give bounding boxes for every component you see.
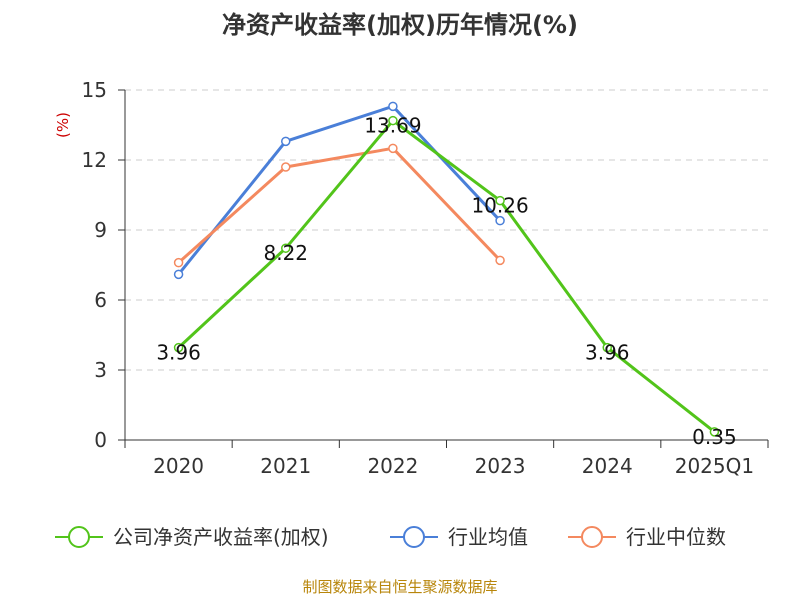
data-point	[709, 427, 720, 437]
legend-marker	[581, 526, 603, 548]
legend-marker	[68, 526, 90, 548]
data-label: 10.26	[471, 194, 528, 218]
data-point	[281, 136, 291, 147]
y-tick-label: 15	[82, 78, 107, 102]
data-point	[388, 115, 398, 126]
x-tick-label: 2025Q1	[675, 454, 754, 478]
data-point	[602, 342, 612, 353]
data-label: 0.35	[692, 425, 737, 449]
legend-item: 行业中位数	[568, 525, 726, 549]
y-tick-label: 9	[94, 218, 107, 242]
y-tick-label: 6	[94, 288, 107, 312]
x-tick-label: 2024	[582, 454, 633, 478]
x-tick-label: 2021	[260, 454, 311, 478]
chart-title: 净资产收益率(加权)历年情况(%)	[222, 11, 578, 39]
data-label: 3.96	[156, 341, 201, 365]
data-point	[173, 342, 184, 353]
legend: 公司净资产收益率(加权) 行业均值 行业中位数	[55, 525, 726, 549]
legend-label: 行业均值	[448, 525, 528, 549]
y-tick-label: 3	[94, 358, 107, 382]
series-0	[173, 115, 720, 437]
legend-marker	[403, 526, 425, 548]
data-point	[281, 162, 291, 172]
data-labels: 3.96 8.22 13.69 10.26 3.96 0.35	[156, 114, 736, 449]
legend-label: 公司净资产收益率(加权)	[113, 525, 329, 549]
legend-item: 公司净资产收益率(加权)	[55, 525, 329, 549]
y-axis-label: (%)	[54, 112, 72, 138]
series-1	[173, 101, 505, 280]
gridlines	[125, 89, 768, 371]
series-lines	[173, 101, 720, 437]
series-2	[173, 143, 505, 268]
axes: 0 3 6 9 12 15 2020 2021 2022 2023 2024 2025Q1	[82, 78, 769, 478]
data-label: 13.69	[364, 114, 421, 138]
data-point	[173, 257, 184, 268]
data-point	[495, 255, 505, 266]
data-point	[388, 101, 398, 112]
x-tick-label: 2023	[475, 454, 526, 478]
source-note: 制图数据来自恒生聚源数据库	[302, 578, 497, 596]
y-tick-label: 0	[94, 428, 107, 452]
data-point	[173, 269, 184, 280]
data-point	[495, 215, 505, 226]
series-line	[177, 119, 716, 434]
series-line	[177, 146, 502, 264]
x-tick-label: 2020	[153, 454, 204, 478]
data-label: 8.22	[263, 241, 308, 265]
y-tick-label: 12	[82, 148, 107, 172]
data-label: 3.96	[585, 341, 630, 365]
series-line	[177, 104, 502, 276]
x-tick-label: 2022	[367, 454, 418, 478]
legend-item: 行业均值	[390, 525, 528, 549]
data-point	[388, 143, 398, 154]
data-point	[281, 243, 291, 253]
data-point	[495, 195, 505, 206]
legend-label: 行业中位数	[626, 525, 726, 549]
